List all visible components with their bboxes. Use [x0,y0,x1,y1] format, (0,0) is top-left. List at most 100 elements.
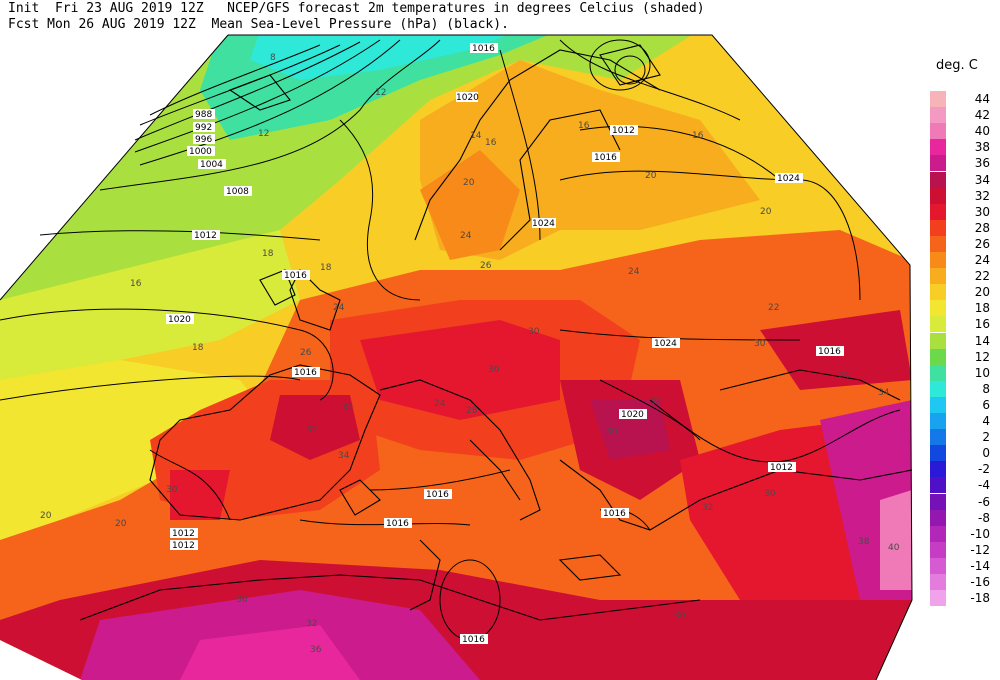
temperature-label: 30 [754,339,766,349]
legend-swatch [930,268,946,285]
temperature-label: 30 [528,327,540,337]
isobar-label: 1016 [592,152,620,163]
temperature-label: 34 [338,451,350,461]
temperature-label: 32 [650,397,661,407]
svg-text:1012: 1012 [194,231,217,241]
legend-swatch [930,219,946,236]
legend-swatch [930,252,946,268]
svg-text:1016: 1016 [284,271,307,281]
legend-swatch [930,316,946,333]
legend-label: -6 [978,494,990,509]
legend-label: -12 [970,542,990,557]
isobar-label: 1020 [456,92,479,103]
svg-text:1020: 1020 [456,93,479,103]
isobar-label: 1016 [384,518,412,529]
temperature-label: 40 [888,543,900,553]
legend-swatch [930,590,946,607]
legend-swatch [930,541,946,558]
temperature-label: 36 [236,595,248,605]
temperature-label: 24 [628,267,640,277]
temperature-label: 18 [192,343,204,353]
legend-label: 8 [982,381,990,396]
temperature-label: 22 [768,303,779,313]
isobar-label: 1016 [282,270,310,281]
legend-label: 42 [974,108,990,123]
isobar-label: 1016 [424,489,452,500]
isobar-label: 1012 [610,125,638,136]
temperature-label: 26 [300,348,312,358]
temperature-label: 24 [460,231,472,241]
isobar-label: 1016 [460,634,488,645]
legend-swatch [930,203,946,220]
header-line-2: Fcst Mon 26 AUG 2019 12Z Mean Sea-Level … [8,17,509,32]
legend-label: 4 [982,414,990,428]
isobar-label: 1012 [170,540,198,551]
temperature-label: 20 [760,207,772,217]
legend-label: -8 [978,510,990,525]
svg-text:1016: 1016 [426,490,449,500]
legend-label: 18 [974,301,990,316]
legend-label: 44 [974,92,990,106]
temperature-label: 16 [485,138,497,148]
legend-swatch [930,413,946,429]
temperature-label: 14 [470,131,482,141]
legend-swatch [930,155,946,172]
legend-label: 28 [974,220,990,235]
temperature-label: 20 [40,511,52,521]
isobar-label: 1016 [470,43,498,54]
temperature-label: 24 [333,303,345,313]
legend-swatch [930,348,946,365]
legend-swatch [930,493,946,510]
legend-label: -18 [970,591,990,606]
svg-text:1020: 1020 [168,315,191,325]
isobar-label: 988 [193,109,215,120]
legend-swatch [930,380,946,397]
legend-label: 24 [974,253,990,267]
svg-text:1012: 1012 [172,529,195,539]
legend-label: 12 [974,349,990,364]
legend-label: 22 [974,269,990,284]
legend-label: 40 [974,124,990,139]
svg-text:1016: 1016 [603,509,626,519]
temperature-label: 20 [115,519,127,529]
legend-label: 36 [974,156,990,171]
legend-swatch [930,187,946,204]
isobar-label: 1004 [198,159,226,170]
isobar-label: 1016 [601,508,629,519]
legend-swatch [930,509,946,526]
temperature-label: 20 [463,178,475,188]
temperature-label: 32 [306,619,317,629]
isobar-label: 1012 [768,462,796,473]
isobar-label: 1016 [292,367,320,378]
temperature-label: 16 [578,121,590,131]
temperature-label: 20 [645,171,657,181]
legend-label: -4 [978,478,990,493]
svg-text:1024: 1024 [654,339,677,349]
legend-swatch [930,284,946,301]
legend-label: 34 [974,172,990,187]
svg-text:1012: 1012 [612,126,635,136]
legend-swatch [930,235,946,252]
isobar-label: 1008 [224,186,252,197]
temperature-label: 12 [258,129,269,139]
svg-text:1004: 1004 [200,160,223,170]
isobar-label: 1020 [166,314,194,325]
temperature-label: 28 [466,406,478,416]
temperature-label: 12 [375,88,386,98]
legend-swatch [930,332,946,349]
legend-label: -2 [978,462,990,477]
temperature-label: 8 [270,53,276,63]
svg-text:1016: 1016 [472,44,495,54]
legend-label: 14 [974,333,990,348]
legend-swatch [930,139,946,156]
temperature-label: 36 [310,645,322,655]
temperature-label: 30 [674,611,686,621]
temperature-label: 30 [488,365,500,375]
svg-text:1012: 1012 [172,541,195,551]
legend-title: deg. C [936,58,978,73]
legend-swatch [930,525,946,542]
temperature-label: 18 [320,263,332,273]
legend-label: 26 [974,236,990,251]
svg-text:1024: 1024 [777,174,800,184]
